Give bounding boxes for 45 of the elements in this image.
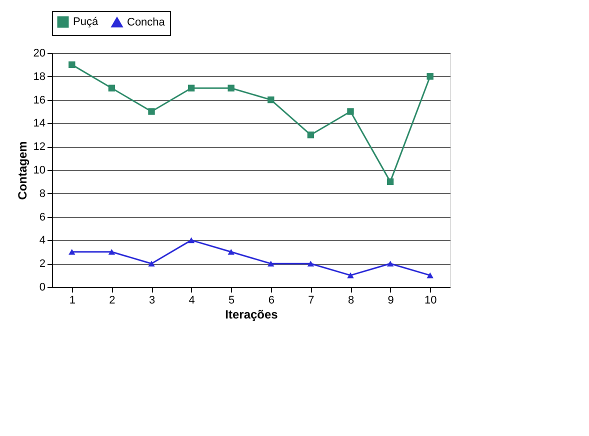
point [148, 108, 155, 115]
y-axis-title: Contagem [15, 141, 30, 200]
x-axis-title: Iterações [225, 308, 278, 322]
point [347, 272, 354, 278]
x-tick-label: 8 [348, 294, 354, 306]
y-tick-label: 6 [39, 211, 46, 224]
y-tick-label: 10 [33, 164, 46, 176]
point [386, 260, 394, 267]
x-tick-label: 9 [388, 294, 394, 306]
point [426, 272, 434, 278]
point [188, 84, 195, 92]
legend-label: Puçá [73, 16, 99, 28]
point [228, 248, 234, 255]
x-tick-label: 4 [188, 294, 195, 306]
x-tick-label: 5 [228, 294, 235, 306]
y-tick-label: 2 [39, 258, 46, 270]
x-tick-label: 1 [69, 294, 76, 306]
point [188, 237, 195, 244]
x-tick-label: 3 [148, 294, 156, 306]
y-tick-label: 18 [33, 70, 46, 83]
legend-label: Concha [127, 16, 166, 28]
point [148, 260, 155, 267]
y-tick-label: 4 [39, 234, 46, 247]
point [307, 132, 314, 138]
x-tick-label: 7 [308, 294, 314, 306]
x-tick-label: 10 [424, 294, 437, 306]
point [426, 73, 434, 80]
point [108, 84, 116, 92]
x-tick-label: 2 [109, 294, 116, 306]
point [268, 96, 274, 104]
y-tick-label: 20 [33, 48, 46, 60]
y-tick-label: 16 [33, 94, 46, 106]
point [268, 260, 274, 267]
point [228, 84, 234, 92]
y-tick-label: 0 [39, 282, 46, 294]
y-tick-label: 12 [33, 141, 46, 154]
x-tick-label: 6 [268, 294, 274, 306]
point [347, 108, 354, 115]
point [68, 61, 76, 68]
point [108, 248, 116, 255]
y-tick-label: 8 [39, 188, 46, 200]
point [307, 260, 314, 267]
y-tick-label: 14 [33, 118, 46, 130]
point [68, 248, 76, 255]
point [386, 178, 394, 186]
